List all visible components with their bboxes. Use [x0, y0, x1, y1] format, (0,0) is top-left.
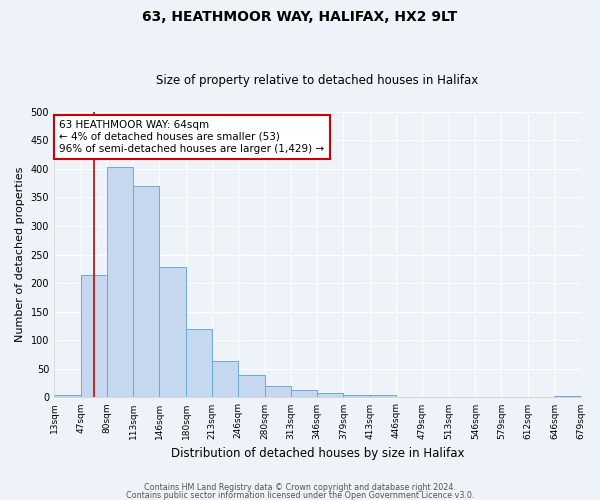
- Bar: [133, 186, 159, 398]
- Text: Contains HM Land Registry data © Crown copyright and database right 2024.: Contains HM Land Registry data © Crown c…: [144, 484, 456, 492]
- Bar: [186, 329, 212, 398]
- X-axis label: Distribution of detached houses by size in Halifax: Distribution of detached houses by size …: [170, 447, 464, 460]
- Bar: [475, 397, 502, 398]
- Bar: [554, 396, 581, 398]
- Bar: [107, 167, 133, 398]
- Bar: [159, 267, 186, 398]
- Bar: [397, 397, 422, 398]
- Bar: [81, 274, 107, 398]
- Text: 63 HEATHMOOR WAY: 64sqm
← 4% of detached houses are smaller (53)
96% of semi-det: 63 HEATHMOOR WAY: 64sqm ← 4% of detached…: [59, 120, 325, 154]
- Bar: [212, 362, 238, 398]
- Bar: [265, 386, 291, 398]
- Y-axis label: Number of detached properties: Number of detached properties: [15, 167, 25, 342]
- Bar: [422, 397, 449, 398]
- Bar: [317, 394, 343, 398]
- Bar: [449, 397, 475, 398]
- Text: Contains public sector information licensed under the Open Government Licence v3: Contains public sector information licen…: [126, 490, 474, 500]
- Text: 63, HEATHMOOR WAY, HALIFAX, HX2 9LT: 63, HEATHMOOR WAY, HALIFAX, HX2 9LT: [142, 10, 458, 24]
- Bar: [370, 394, 397, 398]
- Title: Size of property relative to detached houses in Halifax: Size of property relative to detached ho…: [156, 74, 478, 87]
- Bar: [343, 394, 370, 398]
- Bar: [238, 374, 265, 398]
- Bar: [54, 394, 81, 398]
- Bar: [291, 390, 317, 398]
